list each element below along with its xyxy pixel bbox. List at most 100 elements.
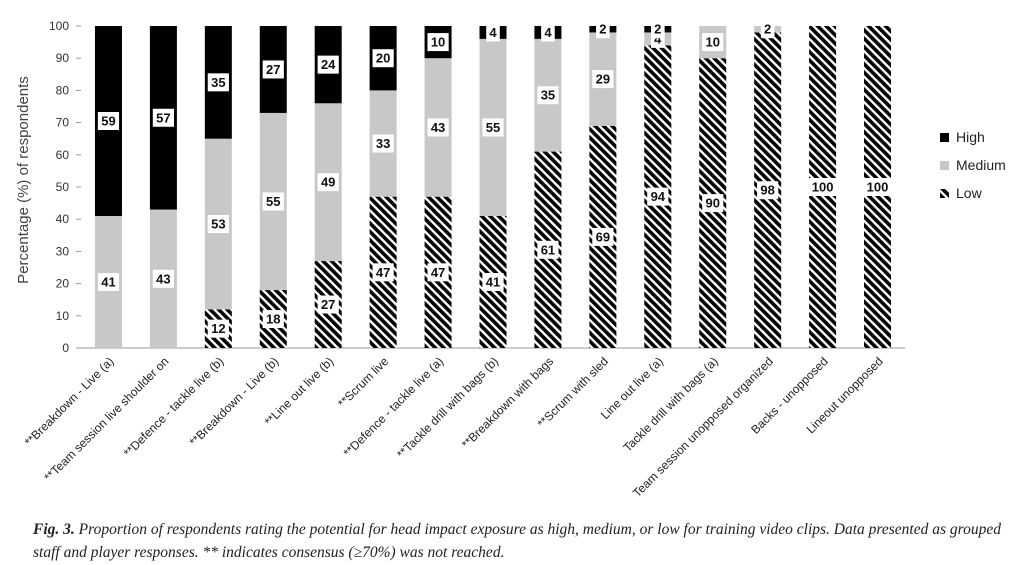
legend-item-high: High	[940, 123, 1030, 151]
x-category-label: **Defence - tackle live (a)	[341, 354, 447, 460]
data-label-box	[152, 269, 174, 288]
data-label: 4	[654, 31, 662, 46]
data-label-box	[97, 111, 120, 130]
data-label: 49	[321, 175, 335, 190]
data-label-box	[262, 310, 284, 329]
data-label: 29	[596, 72, 610, 87]
data-label-box	[317, 295, 339, 314]
legend-swatch-low	[940, 188, 949, 198]
x-category-label: **Breakdown - Live (b)	[187, 354, 282, 449]
data-label: 4	[544, 25, 552, 40]
figure-number: Fig. 3.	[33, 521, 75, 538]
y-tick-label: 60	[56, 148, 70, 162]
data-label-box	[427, 263, 449, 282]
y-tick-label: 100	[49, 19, 69, 33]
data-label: 41	[486, 274, 500, 289]
data-label: 24	[321, 57, 336, 72]
data-label-box	[262, 192, 284, 211]
data-label-box	[427, 33, 449, 52]
data-label: 35	[211, 75, 225, 90]
x-category-label: **Tackle drill with bags (b)	[394, 354, 501, 461]
y-tick-label: 0	[62, 341, 69, 355]
data-label-box	[651, 20, 665, 39]
data-label: 47	[376, 265, 390, 280]
data-label-box	[207, 215, 229, 234]
data-label: 43	[156, 271, 170, 286]
figure-caption: Fig. 3. Proportion of respondents rating…	[33, 518, 1003, 564]
x-category-label: **Breakdown - Live (a)	[22, 354, 117, 449]
data-label: 61	[541, 242, 555, 257]
data-label-box	[541, 23, 555, 42]
data-label-box	[372, 134, 394, 153]
data-label: 10	[705, 35, 719, 50]
data-label-box	[760, 20, 775, 39]
data-label: 10	[431, 35, 445, 50]
data-label-box	[152, 108, 174, 127]
legend: High Medium Low	[940, 123, 1030, 207]
data-label: 41	[101, 274, 115, 289]
data-label: 33	[376, 136, 390, 151]
y-axis-label: Percentage (%) of respondents	[15, 76, 32, 284]
legend-label-medium: Medium	[956, 157, 1006, 173]
y-tick-label: 10	[56, 309, 70, 323]
data-label: 27	[321, 297, 335, 312]
y-tick-label: 30	[56, 244, 70, 258]
x-category-label: **Scrum live	[335, 354, 391, 410]
data-label: 2	[599, 22, 606, 37]
data-label-box	[757, 181, 779, 200]
data-label-box	[427, 118, 449, 137]
data-label-box	[97, 272, 120, 291]
data-label: 43	[431, 120, 445, 135]
data-label: 90	[705, 196, 719, 211]
data-label-box	[262, 60, 284, 79]
legend-label-high: High	[956, 129, 985, 145]
data-label: 20	[376, 51, 390, 66]
data-label: 57	[156, 110, 170, 125]
caption-text: Proportion of respondents rating the pot…	[33, 521, 1001, 561]
y-tick-label: 90	[56, 51, 70, 65]
legend-label-low: Low	[956, 185, 982, 201]
data-label-box	[808, 178, 837, 196]
data-label: 53	[211, 217, 225, 232]
data-label-box	[482, 272, 504, 291]
legend-item-low: Low	[940, 179, 1030, 207]
legend-swatch-medium	[940, 160, 949, 170]
data-label: 100	[867, 180, 889, 195]
data-label: 4	[489, 25, 497, 40]
data-label-box	[207, 73, 229, 92]
x-category-label: **Breakdown with bags	[459, 354, 556, 451]
y-tick-label: 20	[56, 277, 70, 291]
data-label-box	[486, 23, 500, 42]
legend-item-medium: Medium	[940, 151, 1030, 179]
data-label: 59	[101, 113, 115, 128]
data-label-box	[372, 49, 394, 68]
data-label-box	[592, 70, 614, 89]
data-label: 35	[541, 88, 555, 103]
data-label: 27	[266, 62, 280, 77]
data-label-box	[863, 178, 892, 196]
legend-swatch-high	[940, 132, 949, 142]
data-label: 47	[431, 265, 445, 280]
data-label-box	[537, 86, 559, 105]
data-label: 2	[654, 22, 661, 37]
data-label: 12	[211, 321, 225, 336]
data-label-box	[317, 173, 339, 192]
y-tick-label: 40	[56, 212, 70, 226]
data-label: 55	[486, 120, 500, 135]
data-label: 2	[764, 22, 771, 37]
x-category-label: **Defence - tackle live (b)	[121, 354, 227, 460]
data-label: 94	[651, 189, 666, 204]
y-tick-label: 50	[56, 180, 70, 194]
data-label: 18	[266, 312, 280, 327]
data-label-box	[702, 33, 724, 52]
data-label-box	[592, 227, 614, 246]
x-category-label: Tackle drill with bags (a)	[620, 354, 720, 454]
y-tick-label: 80	[56, 83, 70, 97]
data-label-box	[647, 187, 669, 206]
data-label-box	[207, 319, 229, 338]
data-label-box	[702, 194, 724, 213]
stacked-bar-chart: Percentage (%) of respondents 41 59 43 57 12…	[15, 19, 905, 500]
data-label-box	[317, 55, 339, 74]
data-label: 98	[760, 183, 774, 198]
data-label: 55	[266, 194, 280, 209]
